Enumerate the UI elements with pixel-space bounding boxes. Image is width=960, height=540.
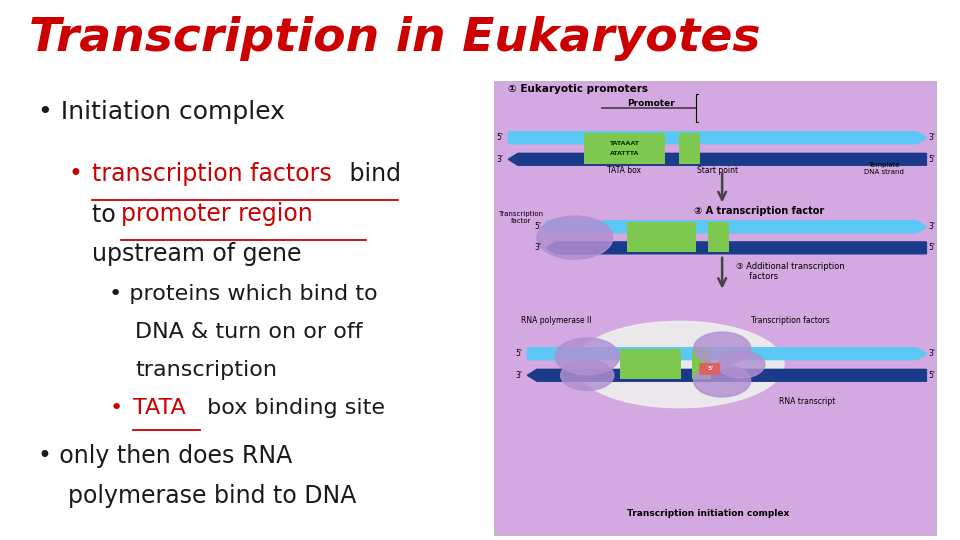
Text: •: •: [109, 398, 123, 418]
Text: Transcription initiation complex: Transcription initiation complex: [627, 509, 789, 518]
Text: Start point: Start point: [697, 166, 738, 175]
Text: to: to: [92, 202, 124, 226]
FancyArrow shape: [546, 221, 926, 233]
Text: promoter region: promoter region: [121, 202, 312, 226]
FancyBboxPatch shape: [680, 133, 700, 164]
Text: box binding site: box binding site: [200, 398, 385, 418]
Text: 3': 3': [928, 349, 935, 358]
FancyArrow shape: [509, 153, 926, 165]
FancyArrow shape: [527, 348, 926, 360]
Text: Transcription factors: Transcription factors: [751, 316, 829, 325]
Text: • proteins which bind to: • proteins which bind to: [109, 284, 378, 303]
Text: ATATTTA: ATATTTA: [610, 151, 639, 157]
Circle shape: [555, 338, 619, 375]
Text: 5': 5': [928, 244, 935, 252]
Text: •: •: [68, 162, 83, 186]
FancyArrow shape: [509, 132, 926, 144]
Text: ① Eukaryotic promoters: ① Eukaryotic promoters: [509, 84, 648, 94]
Text: 5': 5': [535, 222, 541, 231]
Text: bind: bind: [342, 162, 401, 186]
Text: RNA polymerase II: RNA polymerase II: [520, 316, 591, 325]
Text: 3': 3': [516, 371, 522, 380]
Text: Transcription
factor: Transcription factor: [498, 211, 543, 224]
Text: transcription factors: transcription factors: [92, 162, 332, 186]
Circle shape: [561, 360, 613, 390]
Text: upstream of gene: upstream of gene: [92, 242, 301, 266]
Text: DNA & turn on or off: DNA & turn on or off: [135, 322, 363, 342]
Text: 3': 3': [928, 222, 935, 231]
Text: 5': 5': [928, 155, 935, 164]
Text: TATA box: TATA box: [608, 166, 641, 175]
FancyBboxPatch shape: [627, 222, 696, 252]
Text: RNA transcript: RNA transcript: [780, 397, 835, 406]
Text: ③ Additional transcription
     factors: ③ Additional transcription factors: [736, 262, 845, 281]
FancyBboxPatch shape: [619, 349, 682, 379]
Text: • Initiation complex: • Initiation complex: [38, 100, 285, 124]
Text: TATAAAT: TATAAAT: [610, 141, 639, 146]
Circle shape: [694, 364, 751, 397]
Text: 5': 5': [496, 133, 504, 142]
FancyArrow shape: [546, 242, 926, 254]
FancyBboxPatch shape: [494, 81, 936, 535]
FancyArrow shape: [527, 369, 926, 381]
Text: 5': 5': [708, 366, 714, 372]
Text: Template
DNA strand: Template DNA strand: [864, 162, 903, 175]
FancyBboxPatch shape: [699, 363, 720, 375]
Text: Transcription in Eukaryotes: Transcription in Eukaryotes: [29, 16, 760, 61]
Text: 3': 3': [535, 244, 541, 252]
Ellipse shape: [575, 321, 784, 408]
Text: • only then does RNA: • only then does RNA: [38, 444, 292, 468]
Text: 3': 3': [928, 133, 935, 142]
Circle shape: [537, 216, 612, 259]
Text: 5': 5': [516, 349, 522, 358]
FancyBboxPatch shape: [585, 133, 665, 164]
FancyBboxPatch shape: [708, 222, 729, 252]
Text: TATA: TATA: [133, 398, 186, 418]
Text: transcription: transcription: [135, 360, 276, 380]
FancyBboxPatch shape: [692, 349, 710, 379]
Text: ② A transcription factor: ② A transcription factor: [694, 206, 824, 217]
Text: Promoter: Promoter: [627, 99, 675, 108]
Circle shape: [694, 332, 751, 365]
Text: polymerase bind to DNA: polymerase bind to DNA: [68, 484, 357, 508]
Circle shape: [717, 351, 765, 378]
Text: 3': 3': [496, 155, 504, 164]
Text: 5': 5': [928, 371, 935, 380]
